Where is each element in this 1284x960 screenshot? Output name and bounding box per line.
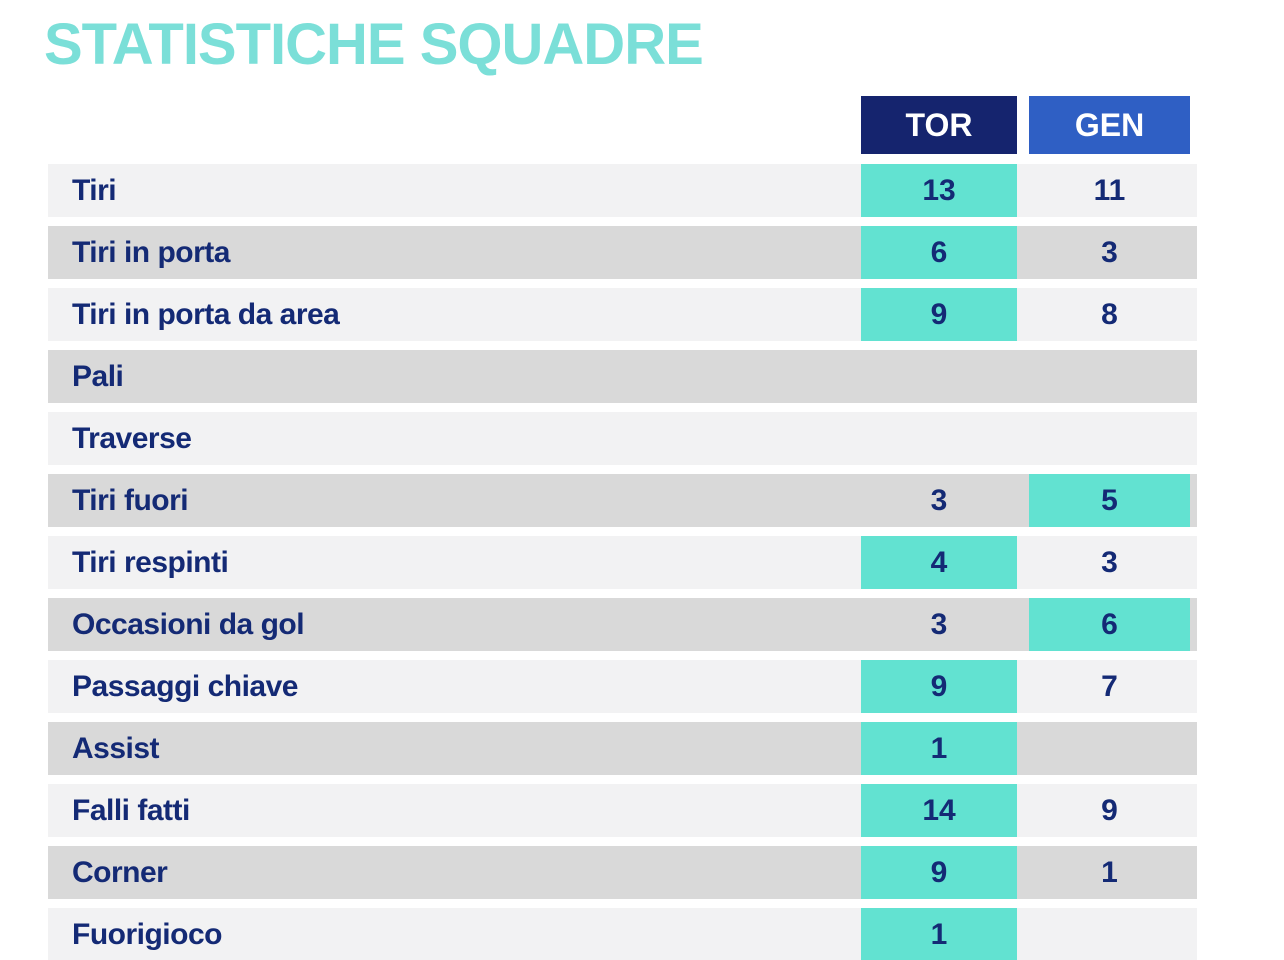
tor-value-cell: 4 (861, 536, 1017, 589)
tor-value-cell: 3 (930, 607, 948, 641)
row-end-spacer (1190, 412, 1197, 465)
away-team-header: GEN (1029, 96, 1190, 154)
tor-value-cell: 9 (861, 660, 1017, 713)
stat-label: Pali (72, 359, 124, 393)
table-row: Tiri 13 11 (48, 164, 1197, 217)
cell-gap (1017, 164, 1029, 217)
stat-label: Tiri respinti (72, 545, 229, 579)
row-end-spacer (1190, 226, 1197, 279)
team-stats-table: TOR GEN Tiri 13 11 Tiri in porta 6 3 Tir… (48, 96, 1197, 960)
stat-label: Tiri in porta da area (72, 297, 340, 331)
table-row: Passaggi chiave 9 7 (48, 660, 1197, 713)
stat-label: Corner (72, 855, 168, 889)
stat-label: Passaggi chiave (72, 669, 298, 703)
tor-value-cell: 13 (861, 164, 1017, 217)
table-row: Traverse (48, 412, 1197, 465)
stat-label: Tiri in porta (72, 235, 230, 269)
tor-value-cell (861, 412, 1017, 465)
table-row: Tiri fuori 3 5 (48, 474, 1197, 527)
stat-label: Tiri fuori (72, 483, 189, 517)
row-end-spacer (1190, 288, 1197, 341)
cell-gap (1017, 226, 1029, 279)
table-header-row: TOR GEN (48, 96, 1197, 154)
row-end-spacer (1190, 474, 1197, 527)
gen-value-cell: 7 (1101, 669, 1118, 703)
stat-rows: Tiri 13 11 Tiri in porta 6 3 Tiri in por… (48, 164, 1197, 960)
gen-value-cell (1029, 908, 1190, 960)
tor-value-cell (861, 350, 1017, 403)
cell-gap (1017, 350, 1029, 403)
stat-label: Occasioni da gol (72, 607, 305, 641)
page-title: STATISTICHE SQUADRE (44, 12, 704, 77)
row-end-spacer (1190, 598, 1197, 651)
cell-gap (1017, 722, 1029, 775)
table-row: Pali (48, 350, 1197, 403)
gen-value-cell: 3 (1101, 545, 1118, 579)
table-row: Occasioni da gol 3 6 (48, 598, 1197, 651)
gen-value-cell: 3 (1101, 235, 1118, 269)
table-row: Tiri respinti 4 3 (48, 536, 1197, 589)
gen-value-cell: 9 (1101, 793, 1118, 827)
cell-gap (1017, 846, 1029, 899)
home-team-header: TOR (861, 96, 1017, 154)
stat-label: Fuorigioco (72, 917, 222, 951)
table-row: Fuorigioco 1 (48, 908, 1197, 960)
tor-value-cell: 14 (861, 784, 1017, 837)
tor-value-cell: 6 (861, 226, 1017, 279)
stat-label: Traverse (72, 421, 192, 455)
gen-value-cell: 11 (1093, 173, 1126, 207)
cell-gap (1017, 784, 1029, 837)
table-row: Assist 1 (48, 722, 1197, 775)
stat-label: Falli fatti (72, 793, 190, 827)
row-end-spacer (1190, 350, 1197, 403)
header-end-spacer (1190, 96, 1197, 154)
row-end-spacer (1190, 536, 1197, 589)
gen-value-cell: 8 (1101, 297, 1118, 331)
gen-value-cell: 6 (1029, 598, 1190, 651)
cell-gap (1017, 288, 1029, 341)
gen-value-cell (1029, 722, 1190, 775)
tor-value-cell: 3 (930, 483, 948, 517)
tor-value-cell: 9 (861, 288, 1017, 341)
table-row: Corner 9 1 (48, 846, 1197, 899)
gen-value-cell: 1 (1101, 855, 1118, 889)
cell-gap (1017, 660, 1029, 713)
header-spacer (48, 96, 861, 154)
cell-gap (1017, 598, 1029, 651)
table-row: Tiri in porta 6 3 (48, 226, 1197, 279)
row-end-spacer (1190, 164, 1197, 217)
row-end-spacer (1190, 784, 1197, 837)
row-end-spacer (1190, 908, 1197, 960)
row-end-spacer (1190, 722, 1197, 775)
stat-label: Assist (72, 731, 160, 765)
cell-gap (1017, 908, 1029, 960)
cell-gap (1017, 536, 1029, 589)
tor-value-cell: 1 (861, 908, 1017, 960)
table-row: Falli fatti 14 9 (48, 784, 1197, 837)
tor-value-cell: 1 (861, 722, 1017, 775)
cell-gap (1017, 412, 1029, 465)
stat-label: Tiri (72, 173, 117, 207)
gen-value-cell (1029, 412, 1190, 465)
cell-gap (1017, 474, 1029, 527)
tor-value-cell: 9 (861, 846, 1017, 899)
gen-value-cell: 5 (1029, 474, 1190, 527)
row-end-spacer (1190, 660, 1197, 713)
row-end-spacer (1190, 846, 1197, 899)
gen-value-cell (1029, 350, 1190, 403)
table-row: Tiri in porta da area 9 8 (48, 288, 1197, 341)
header-gap (1017, 96, 1029, 154)
